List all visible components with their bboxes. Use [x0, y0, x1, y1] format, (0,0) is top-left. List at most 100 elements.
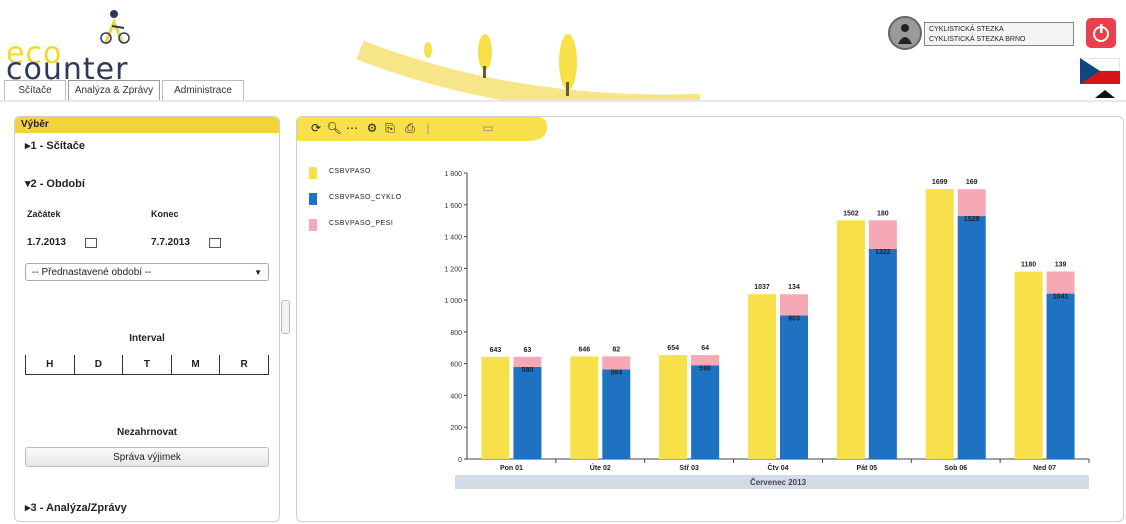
- bar-total: [836, 220, 865, 459]
- x-tick-label: Čtv 04: [767, 463, 788, 472]
- data-label-total: 1037: [754, 284, 770, 291]
- y-tick-label: 1 400: [444, 235, 462, 242]
- app-header: eco counter Sčítače Analýza & Zprávy Adm…: [0, 0, 1126, 112]
- legend-swatch: [309, 167, 317, 179]
- month-band: [455, 475, 1089, 489]
- bar-pesi: [691, 355, 720, 366]
- selection-header: Výběr: [15, 117, 279, 133]
- export-icon[interactable]: ⎘: [385, 120, 395, 135]
- cyclist-icon: [100, 10, 130, 44]
- y-tick-label: 1 600: [444, 203, 462, 210]
- data-label-total: 646: [578, 346, 590, 353]
- tab-administration[interactable]: Administrace: [162, 80, 244, 101]
- x-tick-label: Sob 06: [944, 465, 967, 472]
- interval-month[interactable]: M: [170, 355, 220, 375]
- chart-panel: ⟳ 🔍︎ ⋯ ⚙ ⎘ ⎙ | ▭ CSBVPASO CSBVPASO_CYKLO…: [296, 116, 1124, 522]
- month-band-label: Červenec 2013: [750, 478, 807, 487]
- power-icon: [1093, 24, 1109, 42]
- start-date-input[interactable]: 1.7.2013: [27, 237, 66, 248]
- bar-total: [659, 355, 688, 459]
- x-tick-label: Ned 07: [1033, 465, 1056, 472]
- start-calendar-icon[interactable]: [85, 238, 97, 248]
- refresh-icon[interactable]: ⟳: [310, 121, 322, 135]
- data-label-total: 643: [490, 347, 502, 354]
- x-tick-label: Stř 03: [679, 465, 699, 472]
- section-counters[interactable]: ▸1 - Sčítače: [25, 140, 85, 152]
- end-date-input[interactable]: 7.7.2013: [151, 237, 190, 248]
- y-tick-label: 1 800: [444, 171, 462, 178]
- selection-panel: Výběr ▸1 - Sčítače ▾2 - Období Začátek K…: [14, 116, 280, 522]
- czech-flag-icon[interactable]: [1080, 58, 1120, 84]
- legend-swatch: [309, 219, 317, 231]
- collapse-header-icon[interactable]: [1095, 90, 1115, 98]
- bar-pesi: [1046, 271, 1075, 294]
- x-tick-label: Pon 01: [500, 465, 523, 472]
- logout-button[interactable]: [1086, 18, 1116, 48]
- data-label-cyklo: 1322: [875, 249, 891, 256]
- interval-selector: H D T M R: [25, 355, 269, 375]
- y-tick-label: 1 000: [444, 298, 462, 305]
- site-name-line2: CYKLISTICKÁ STEZKA BRNO: [929, 36, 1026, 43]
- interval-week[interactable]: T: [122, 355, 171, 375]
- data-label-pesi: 169: [966, 179, 978, 186]
- site-name-line1: CYKLISTICKÁ STEZKA: [929, 26, 1004, 33]
- x-tick-label: Pát 05: [857, 465, 878, 472]
- settings-icon[interactable]: ⚙: [366, 121, 378, 135]
- window-icon[interactable]: ▭: [482, 121, 494, 135]
- y-tick-label: 800: [450, 330, 462, 337]
- end-calendar-icon[interactable]: [209, 238, 221, 248]
- bar-total: [570, 356, 599, 459]
- tab-counters[interactable]: Sčítače: [4, 80, 66, 101]
- site-name[interactable]: CYKLISTICKÁ STEZKA CYKLISTICKÁ STEZKA BR…: [924, 22, 1074, 46]
- panel-splitter-handle[interactable]: [281, 300, 290, 334]
- bar-total: [481, 356, 510, 459]
- bar-total: [925, 189, 954, 459]
- zoom-icon[interactable]: 🔍︎: [326, 121, 342, 135]
- bar-total: [1014, 271, 1043, 459]
- dots-icon[interactable]: ⋯: [346, 121, 358, 135]
- separator-icon: |: [426, 121, 430, 135]
- bar-pesi: [957, 189, 986, 217]
- interval-day[interactable]: D: [73, 355, 123, 375]
- bar-cyklo: [780, 315, 808, 459]
- data-label-cyklo: 1041: [1053, 294, 1069, 301]
- y-tick-label: 0: [458, 457, 462, 464]
- bar-cyklo: [513, 366, 542, 459]
- data-label-total: 654: [667, 345, 679, 352]
- interval-year[interactable]: R: [219, 355, 269, 375]
- bar-cyklo: [957, 216, 986, 459]
- preset-period-select[interactable]: -- Přednastavené období -- ▼: [25, 263, 269, 281]
- bar-pesi: [602, 356, 631, 370]
- data-label-pesi: 180: [877, 210, 889, 217]
- y-tick-label: 400: [450, 393, 462, 400]
- section-period[interactable]: ▾2 - Období: [25, 178, 85, 190]
- logo-eco-text: eco: [6, 36, 63, 71]
- legend-swatch: [309, 193, 317, 205]
- data-label-cyklo: 580: [522, 367, 534, 374]
- eco-counter-logo: eco counter: [6, 8, 176, 87]
- data-label-pesi: 64: [701, 345, 709, 352]
- preset-period-value: -- Přednastavené období --: [32, 267, 152, 278]
- data-label-pesi: 82: [612, 346, 620, 353]
- bar-pesi: [513, 356, 542, 367]
- end-label: Konec: [151, 209, 179, 219]
- site-avatar-icon: [888, 16, 922, 50]
- site-selector[interactable]: CYKLISTICKÁ STEZKA CYKLISTICKÁ STEZKA BR…: [888, 16, 1078, 50]
- y-tick-label: 600: [450, 362, 462, 369]
- bar-pesi: [780, 294, 808, 316]
- section-analysis-reports[interactable]: ▸3 - Analýza/Zprávy: [25, 502, 127, 514]
- interval-label: Interval: [129, 333, 165, 344]
- data-label-cyklo: 564: [610, 369, 622, 376]
- data-label-pesi: 63: [524, 347, 532, 354]
- chevron-down-icon: ▼: [254, 268, 262, 277]
- interval-hour[interactable]: H: [25, 355, 74, 375]
- header-divider: [0, 100, 1126, 102]
- tab-analysis-reports[interactable]: Analýza & Zprávy: [68, 80, 160, 101]
- bar-cyklo: [691, 365, 720, 459]
- manage-exceptions-button[interactable]: Správa výjimek: [25, 447, 269, 467]
- exclude-label: Nezahrnovat: [116, 427, 177, 438]
- x-tick-label: Úte 02: [590, 463, 611, 472]
- print-icon[interactable]: ⎙: [405, 120, 415, 135]
- y-tick-label: 200: [450, 425, 462, 432]
- start-label: Začátek: [27, 209, 61, 219]
